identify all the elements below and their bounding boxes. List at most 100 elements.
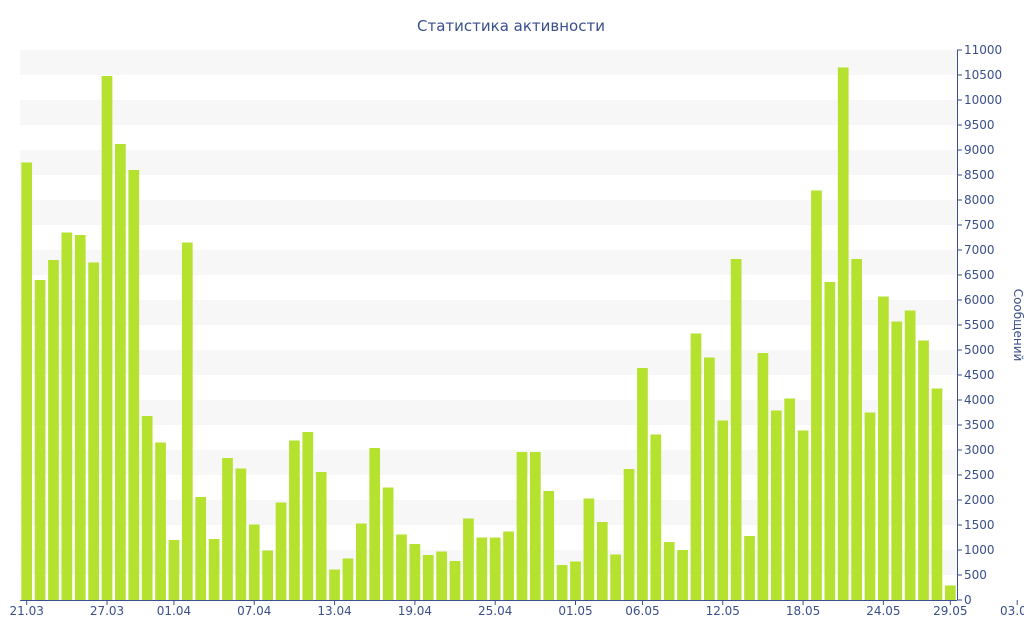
bar[interactable] [275, 502, 287, 601]
y-tick-label: 10500 [964, 68, 1002, 82]
axes-group: 0 500 1000 1500 2000 2500 3000 3500 4000 4500 5000… [10, 43, 1024, 618]
bar[interactable] [663, 542, 675, 600]
bar[interactable] [88, 262, 99, 601]
y-tick-label: 5500 [964, 318, 995, 332]
bar[interactable] [208, 539, 220, 600]
bar[interactable] [128, 170, 140, 600]
bar[interactable] [115, 144, 126, 600]
bar[interactable] [436, 551, 448, 601]
bar[interactable] [329, 569, 340, 601]
bar[interactable] [248, 524, 260, 601]
bar[interactable] [222, 458, 233, 600]
bar[interactable] [34, 280, 46, 600]
x-tick-label: 07.04 [237, 604, 271, 618]
bar[interactable] [596, 522, 608, 600]
bar[interactable] [851, 259, 862, 600]
y-tick-label: 5000 [964, 343, 995, 357]
y-tick-label: 4500 [964, 368, 995, 382]
bar[interactable] [422, 555, 434, 600]
y-tick-label: 6500 [964, 268, 995, 282]
bar[interactable] [516, 452, 528, 600]
bar[interactable] [409, 544, 421, 600]
bar[interactable] [864, 412, 876, 601]
grid-band [20, 350, 957, 375]
bar[interactable] [489, 537, 501, 601]
bar[interactable] [529, 452, 541, 600]
bar[interactable] [195, 497, 207, 600]
bar[interactable] [155, 442, 166, 601]
bar[interactable] [21, 162, 33, 601]
bar[interactable] [570, 561, 581, 601]
bar[interactable] [61, 232, 73, 601]
bar[interactable] [918, 340, 929, 601]
bar[interactable] [637, 368, 648, 600]
y-tick-label: 1000 [964, 543, 995, 557]
bar[interactable] [369, 448, 381, 600]
y-tick-label: 500 [964, 568, 987, 582]
bar[interactable] [342, 558, 354, 601]
x-tick-label: 13.04 [317, 604, 351, 618]
bar[interactable] [904, 310, 916, 601]
bar[interactable] [463, 518, 474, 601]
bar[interactable] [784, 398, 796, 601]
bar[interactable] [396, 534, 407, 601]
y-tick-label: 9500 [964, 118, 995, 132]
y-axis-label: Сообщений [1011, 289, 1024, 362]
y-tick-label: 9000 [964, 143, 995, 157]
bar[interactable] [797, 430, 809, 601]
bar[interactable] [302, 432, 314, 600]
y-tick-label: 8500 [964, 168, 995, 182]
bar[interactable] [556, 565, 568, 600]
bar[interactable] [476, 537, 488, 601]
bar[interactable] [677, 550, 688, 600]
bar[interactable] [74, 235, 86, 600]
bar[interactable] [944, 585, 956, 601]
grid-band [20, 150, 957, 175]
bar[interactable] [623, 469, 635, 600]
bar[interactable] [315, 472, 327, 600]
x-tick-label: 12.05 [706, 604, 740, 618]
y-tick-label: 11000 [964, 43, 1002, 57]
bar[interactable] [289, 440, 300, 601]
bar[interactable] [181, 242, 193, 601]
bar[interactable] [931, 388, 943, 601]
bar[interactable] [48, 260, 59, 600]
bar[interactable] [101, 76, 113, 600]
x-tick-label: 25.04 [478, 604, 512, 618]
bar[interactable] [690, 333, 702, 601]
bar[interactable] [382, 487, 394, 601]
bar[interactable] [583, 498, 595, 601]
bars-group [21, 67, 956, 601]
bar[interactable] [262, 550, 273, 601]
x-tick-label: 19.04 [398, 604, 432, 618]
x-tick-label: 27.03 [90, 604, 124, 618]
x-tick-label: 21.03 [10, 604, 44, 618]
bar[interactable] [824, 282, 836, 600]
bar[interactable] [704, 357, 715, 601]
bar[interactable] [717, 420, 729, 601]
grid-band [20, 300, 957, 325]
bar[interactable] [878, 296, 889, 601]
bar[interactable] [811, 190, 822, 601]
bar[interactable] [610, 554, 622, 601]
bar[interactable] [503, 531, 514, 601]
bar[interactable] [891, 321, 903, 601]
bar[interactable] [141, 416, 153, 600]
bar[interactable] [770, 410, 782, 601]
bar[interactable] [730, 259, 742, 600]
x-tick-label: 01.04 [157, 604, 191, 618]
bar[interactable] [543, 491, 555, 600]
y-tick-label: 8000 [964, 193, 995, 207]
bar[interactable] [235, 468, 247, 601]
x-tick-label: 18.05 [786, 604, 820, 618]
bar[interactable] [168, 540, 180, 600]
bar[interactable] [744, 536, 755, 600]
bar[interactable] [355, 523, 367, 601]
bar[interactable] [650, 434, 662, 601]
grid-band [20, 100, 957, 125]
grid-band [20, 50, 957, 75]
bar[interactable] [757, 353, 769, 600]
bar[interactable] [837, 67, 849, 601]
bar[interactable] [449, 561, 461, 600]
